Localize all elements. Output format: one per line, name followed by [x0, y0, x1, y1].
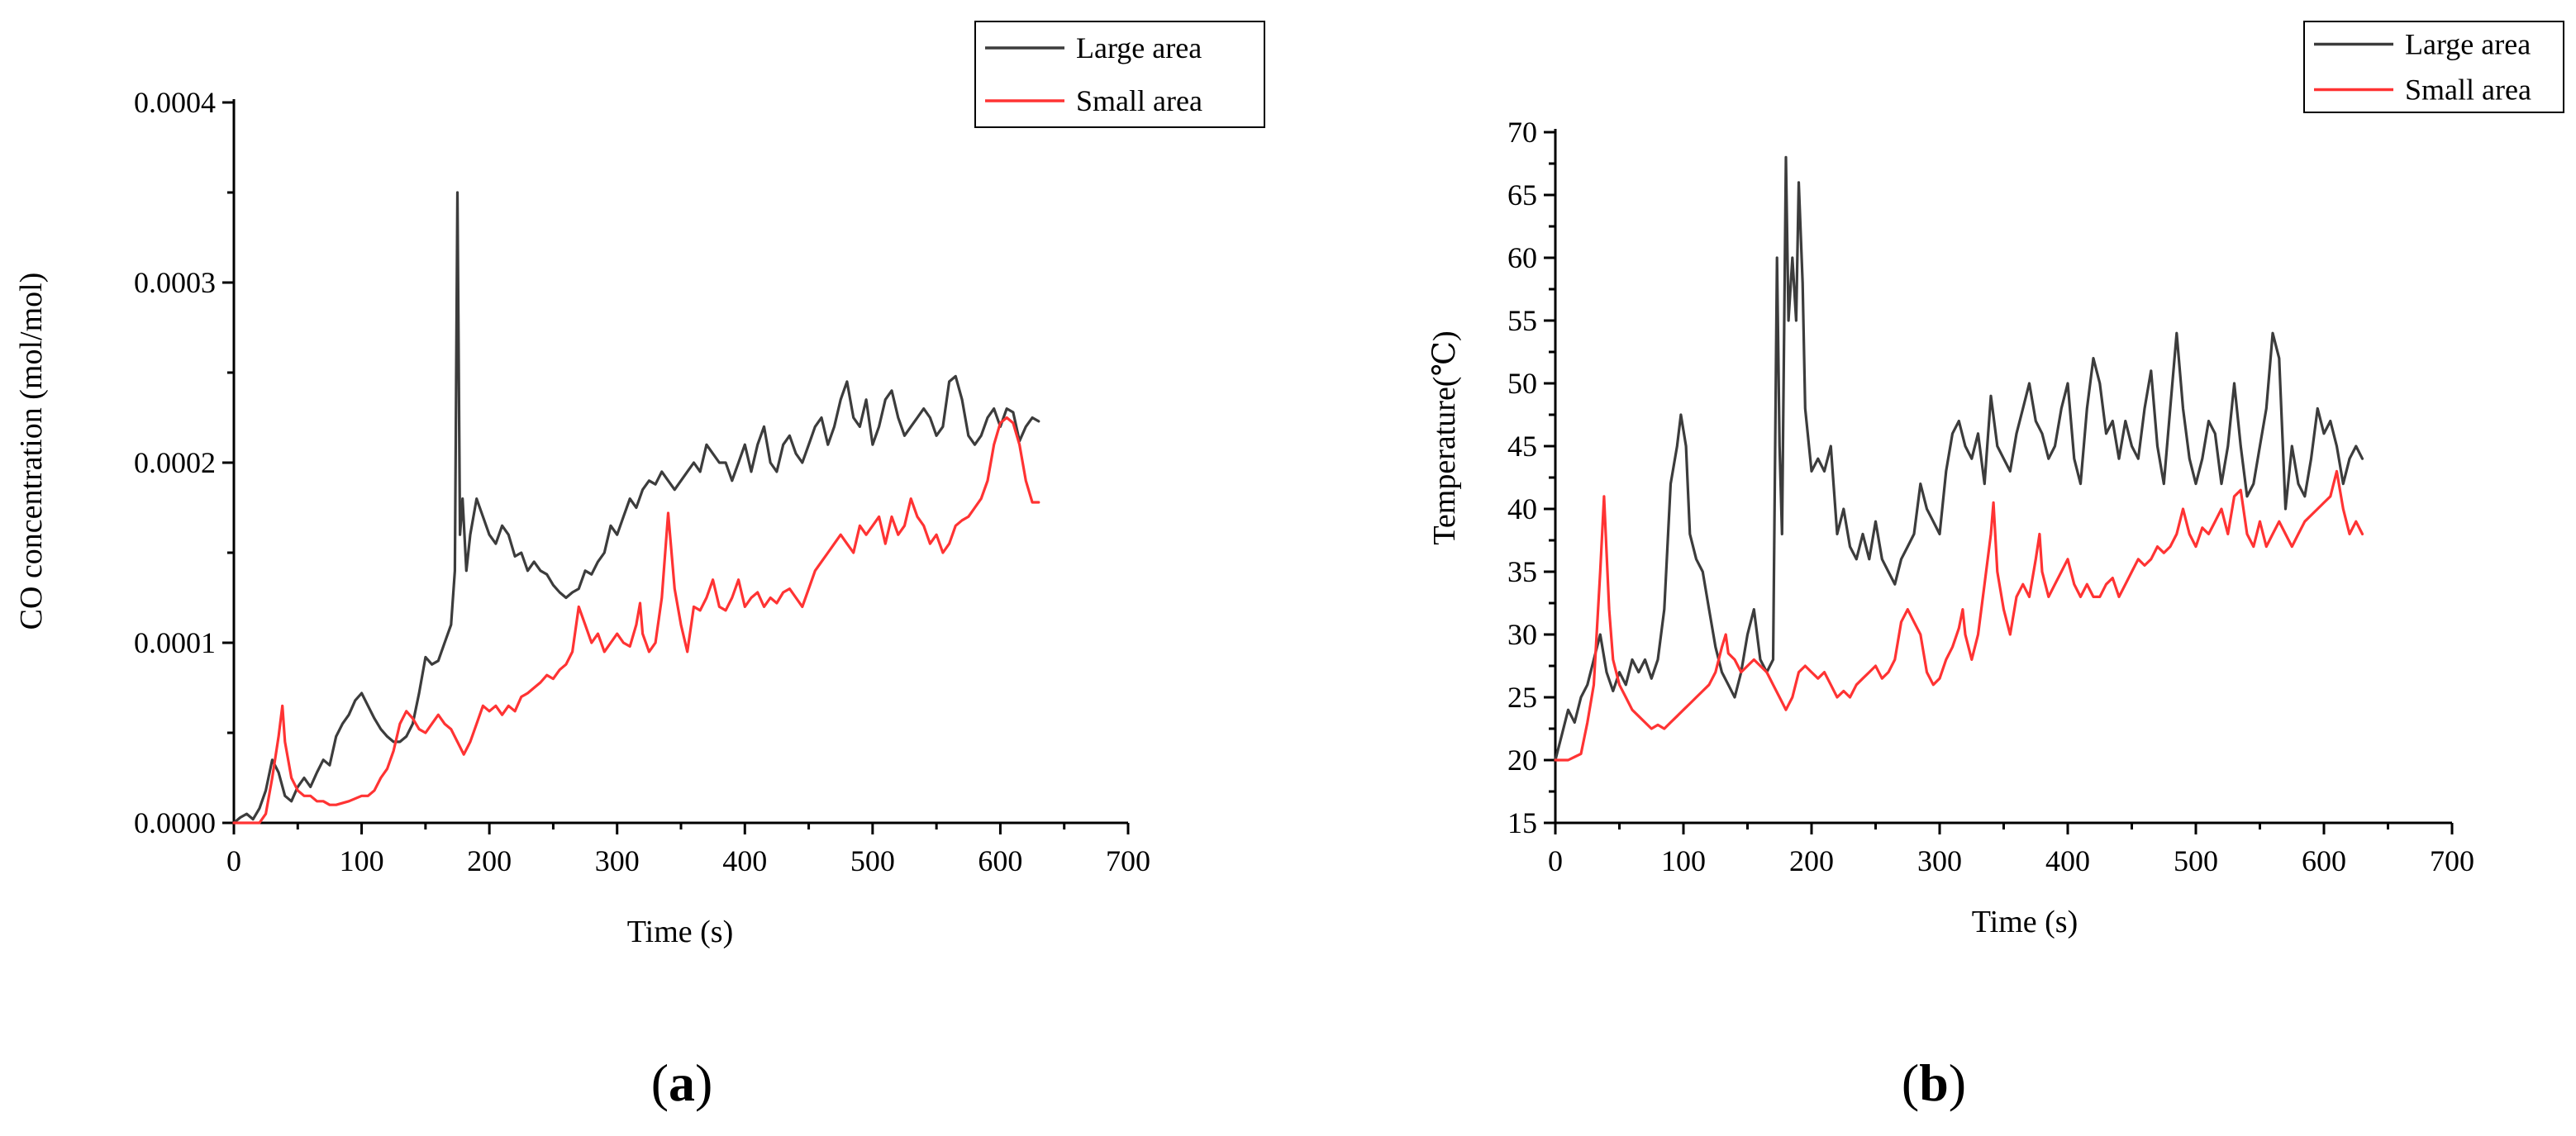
- y-tick-label-b: 70: [1507, 116, 1537, 149]
- x-tick-label-a: 700: [1106, 844, 1150, 877]
- legend-box-b: [2303, 21, 2564, 113]
- y-tick-label-a: 0.0001: [134, 626, 216, 659]
- legend-label-small-b: Small area: [2405, 74, 2531, 107]
- x-tick-label-b: 700: [2430, 844, 2474, 877]
- series-line-small-a: [232, 416, 1040, 825]
- legend-label-large-b: Large area: [2405, 28, 2531, 61]
- chart-panel-b: 0 100 200 300 400 500 600 700 15 20 25 30 35 40 45 50 55…: [1427, 21, 2564, 1112]
- y-tick-label-b: 60: [1507, 241, 1537, 274]
- panel-label-b: (b): [1902, 1053, 1966, 1112]
- y-tick-label-a: 0.0002: [134, 446, 216, 479]
- y-axis-title-b: Temperature(℃): [1427, 330, 1462, 544]
- panel-letter-a: a: [669, 1053, 695, 1112]
- legend-label-small-a: Small area: [1076, 84, 1202, 117]
- x-tick-label-a: 200: [467, 844, 512, 877]
- axes-layer-b: [1544, 129, 2454, 834]
- panel-label-a: (a): [651, 1053, 713, 1112]
- tick-labels-b: 0 100 200 300 400 500 600 700 15 20 25 30 35 40 45 50 55…: [1507, 116, 2474, 877]
- x-tick-label-b: 400: [2045, 844, 2090, 877]
- x-tick-label-b: 0: [1548, 844, 1563, 877]
- series-line-large-a: [232, 191, 1040, 825]
- y-tick-label-b: 15: [1507, 806, 1537, 839]
- series-line-large-b: [1554, 155, 2364, 762]
- y-tick-label-b: 20: [1507, 744, 1537, 777]
- y-tick-label-b: 55: [1507, 304, 1537, 337]
- y-tick-label-a: 0.0000: [134, 806, 216, 839]
- y-tick-label-b: 35: [1507, 555, 1537, 588]
- x-tick-label-a: 0: [226, 844, 241, 877]
- x-tick-label-a: 400: [722, 844, 767, 877]
- y-tick-label-b: 65: [1507, 178, 1537, 212]
- series-line-small-b: [1554, 469, 2364, 762]
- chart-panel-a: 0 100 200 300 400 500 600 700 0.0000 0.0001 0.0002…: [14, 21, 1265, 1112]
- y-tick-label-b: 50: [1507, 367, 1537, 400]
- series-layer-b: [1554, 155, 2364, 762]
- legend-a: Large area Small area: [974, 21, 1265, 128]
- x-tick-label-a: 600: [978, 844, 1022, 877]
- x-axis-title-a: Time (s): [627, 915, 733, 949]
- axes-layer-a: [222, 99, 1130, 834]
- y-tick-label-a: 0.0004: [134, 86, 216, 119]
- panel-letter-b: b: [1919, 1053, 1949, 1112]
- x-tick-label-a: 500: [850, 844, 895, 877]
- y-tick-label-b: 25: [1507, 681, 1537, 714]
- y-tick-label-b: 40: [1507, 492, 1537, 525]
- series-layer-a: [232, 191, 1040, 825]
- x-tick-label-a: 100: [340, 844, 384, 877]
- x-tick-label-b: 300: [1917, 844, 1962, 877]
- x-tick-label-b: 600: [2302, 844, 2346, 877]
- x-tick-label-a: 300: [595, 844, 640, 877]
- y-axis-title-a: CO concentration (mol/mol): [14, 273, 49, 630]
- y-tick-label-b: 45: [1507, 430, 1537, 463]
- tick-labels-a: 0 100 200 300 400 500 600 700 0.0000 0.0001 0.0002…: [134, 86, 1150, 877]
- x-tick-label-b: 500: [2174, 844, 2218, 877]
- x-tick-label-b: 200: [1789, 844, 1834, 877]
- legend-box-a: [974, 21, 1265, 128]
- legend-label-large-a: Large area: [1076, 31, 1202, 64]
- x-axis-title-b: Time (s): [1972, 905, 2078, 939]
- x-tick-label-b: 100: [1661, 844, 1706, 877]
- y-tick-label-a: 0.0003: [134, 266, 216, 299]
- legend-b: Large area Small area: [2303, 21, 2564, 113]
- y-tick-label-b: 30: [1507, 618, 1537, 651]
